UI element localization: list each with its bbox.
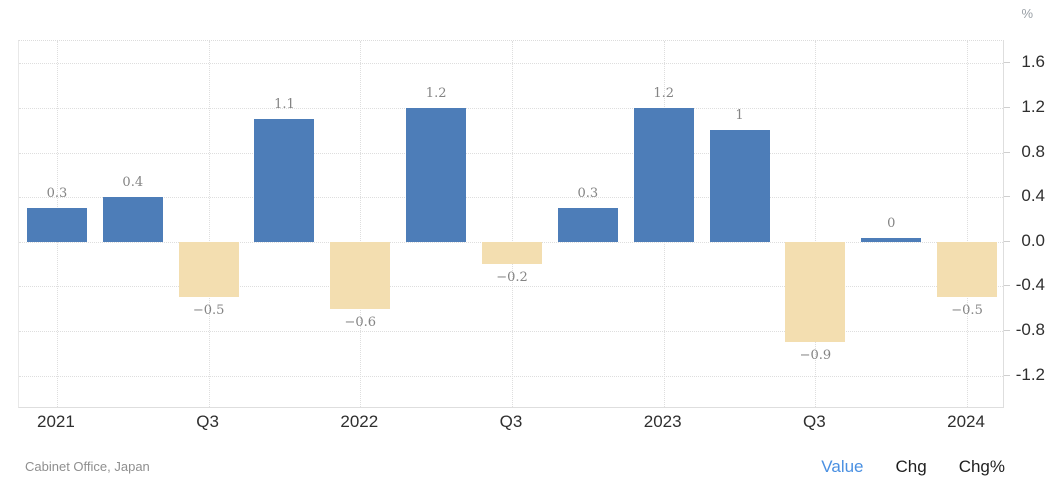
x-gridline — [512, 41, 513, 407]
legend-item-value[interactable]: Value — [821, 457, 864, 476]
source-attribution: Cabinet Office, Japan — [25, 459, 150, 474]
y-tick-mark — [1004, 329, 1010, 331]
y-tick-label: -0.8 — [1015, 319, 1045, 339]
data-bar[interactable] — [482, 241, 542, 265]
y-tick-label: 0.0 — [1021, 230, 1045, 250]
y-gridline — [19, 375, 1003, 377]
y-gridline — [19, 107, 1003, 109]
y-tick-label: -1.2 — [1015, 364, 1045, 384]
x-gridline — [967, 41, 969, 407]
y-tick-label: 0.8 — [1021, 141, 1045, 161]
y-tick-mark — [1004, 196, 1010, 198]
y-tick-mark — [1004, 285, 1010, 287]
bar-value-label: 1 — [735, 108, 744, 124]
data-bar[interactable] — [26, 208, 87, 242]
y-tick-mark — [1004, 62, 1010, 64]
y-tick-mark — [1004, 106, 1010, 108]
bar-value-label: −0.9 — [799, 348, 832, 364]
x-tick-label: Q3 — [499, 412, 523, 431]
y-tick-label: 1.6 — [1021, 52, 1045, 72]
y-tick-mark — [1004, 240, 1010, 242]
x-tick-label: 2024 — [947, 412, 985, 431]
y-gridline — [19, 152, 1003, 154]
data-bar[interactable] — [178, 241, 239, 298]
x-tick-label: 2023 — [643, 412, 682, 431]
legend-item-chgpct[interactable]: Chg% — [958, 457, 1005, 476]
x-gridline — [815, 41, 817, 407]
data-bar[interactable] — [633, 107, 694, 242]
x-tick-label: Q3 — [196, 412, 219, 431]
data-bar[interactable] — [861, 237, 922, 242]
bar-value-label: −0.5 — [192, 303, 225, 319]
bar-value-label: −0.2 — [496, 270, 528, 286]
y-tick-label: -0.4 — [1015, 275, 1045, 295]
bar-value-label: 0.3 — [577, 186, 599, 202]
bar-value-label: 1.1 — [274, 97, 295, 113]
x-tick-label: 2021 — [37, 412, 75, 431]
data-bar[interactable] — [557, 208, 618, 242]
legend-item-chg[interactable]: Chg — [895, 457, 927, 476]
y-gridline — [19, 197, 1003, 199]
bar-value-label: 0.3 — [46, 186, 68, 202]
bar-value-label: 0.4 — [122, 175, 144, 191]
bar-value-label: 1.2 — [425, 85, 447, 101]
y-tick-mark — [1004, 151, 1010, 153]
data-bar[interactable] — [709, 130, 770, 242]
y-tick-mark — [1004, 374, 1010, 376]
data-bar[interactable] — [102, 197, 163, 242]
data-bar[interactable] — [937, 241, 998, 298]
plot-area: 0.3 0.4 −0.5 1.1 −0.6 1.2 −0.2 0.3 1.2 1 −0.9 0 −0.5 — [18, 40, 1004, 408]
bar-value-label: −0.6 — [344, 314, 377, 330]
series-mode-legend: Value Chg Chg% — [821, 457, 1005, 477]
bar-value-label: −0.5 — [951, 303, 983, 319]
y-gridline — [19, 330, 1003, 332]
y-tick-label: 0.4 — [1021, 186, 1045, 206]
y-tick-label: 1.2 — [1021, 96, 1045, 116]
x-gridline — [360, 41, 362, 407]
x-gridline — [208, 41, 210, 407]
y-axis-unit-label: % — [1021, 6, 1033, 21]
y-gridline — [19, 286, 1003, 288]
data-bar[interactable] — [254, 119, 315, 242]
x-tick-label: Q3 — [803, 412, 826, 431]
data-bar[interactable] — [785, 241, 846, 343]
bar-value-label: 0 — [887, 215, 896, 231]
bar-value-label: 1.2 — [653, 85, 675, 101]
x-tick-label: 2022 — [340, 412, 379, 431]
y-gridline — [19, 63, 1003, 65]
data-bar[interactable] — [330, 241, 391, 309]
data-bar[interactable] — [406, 107, 467, 242]
